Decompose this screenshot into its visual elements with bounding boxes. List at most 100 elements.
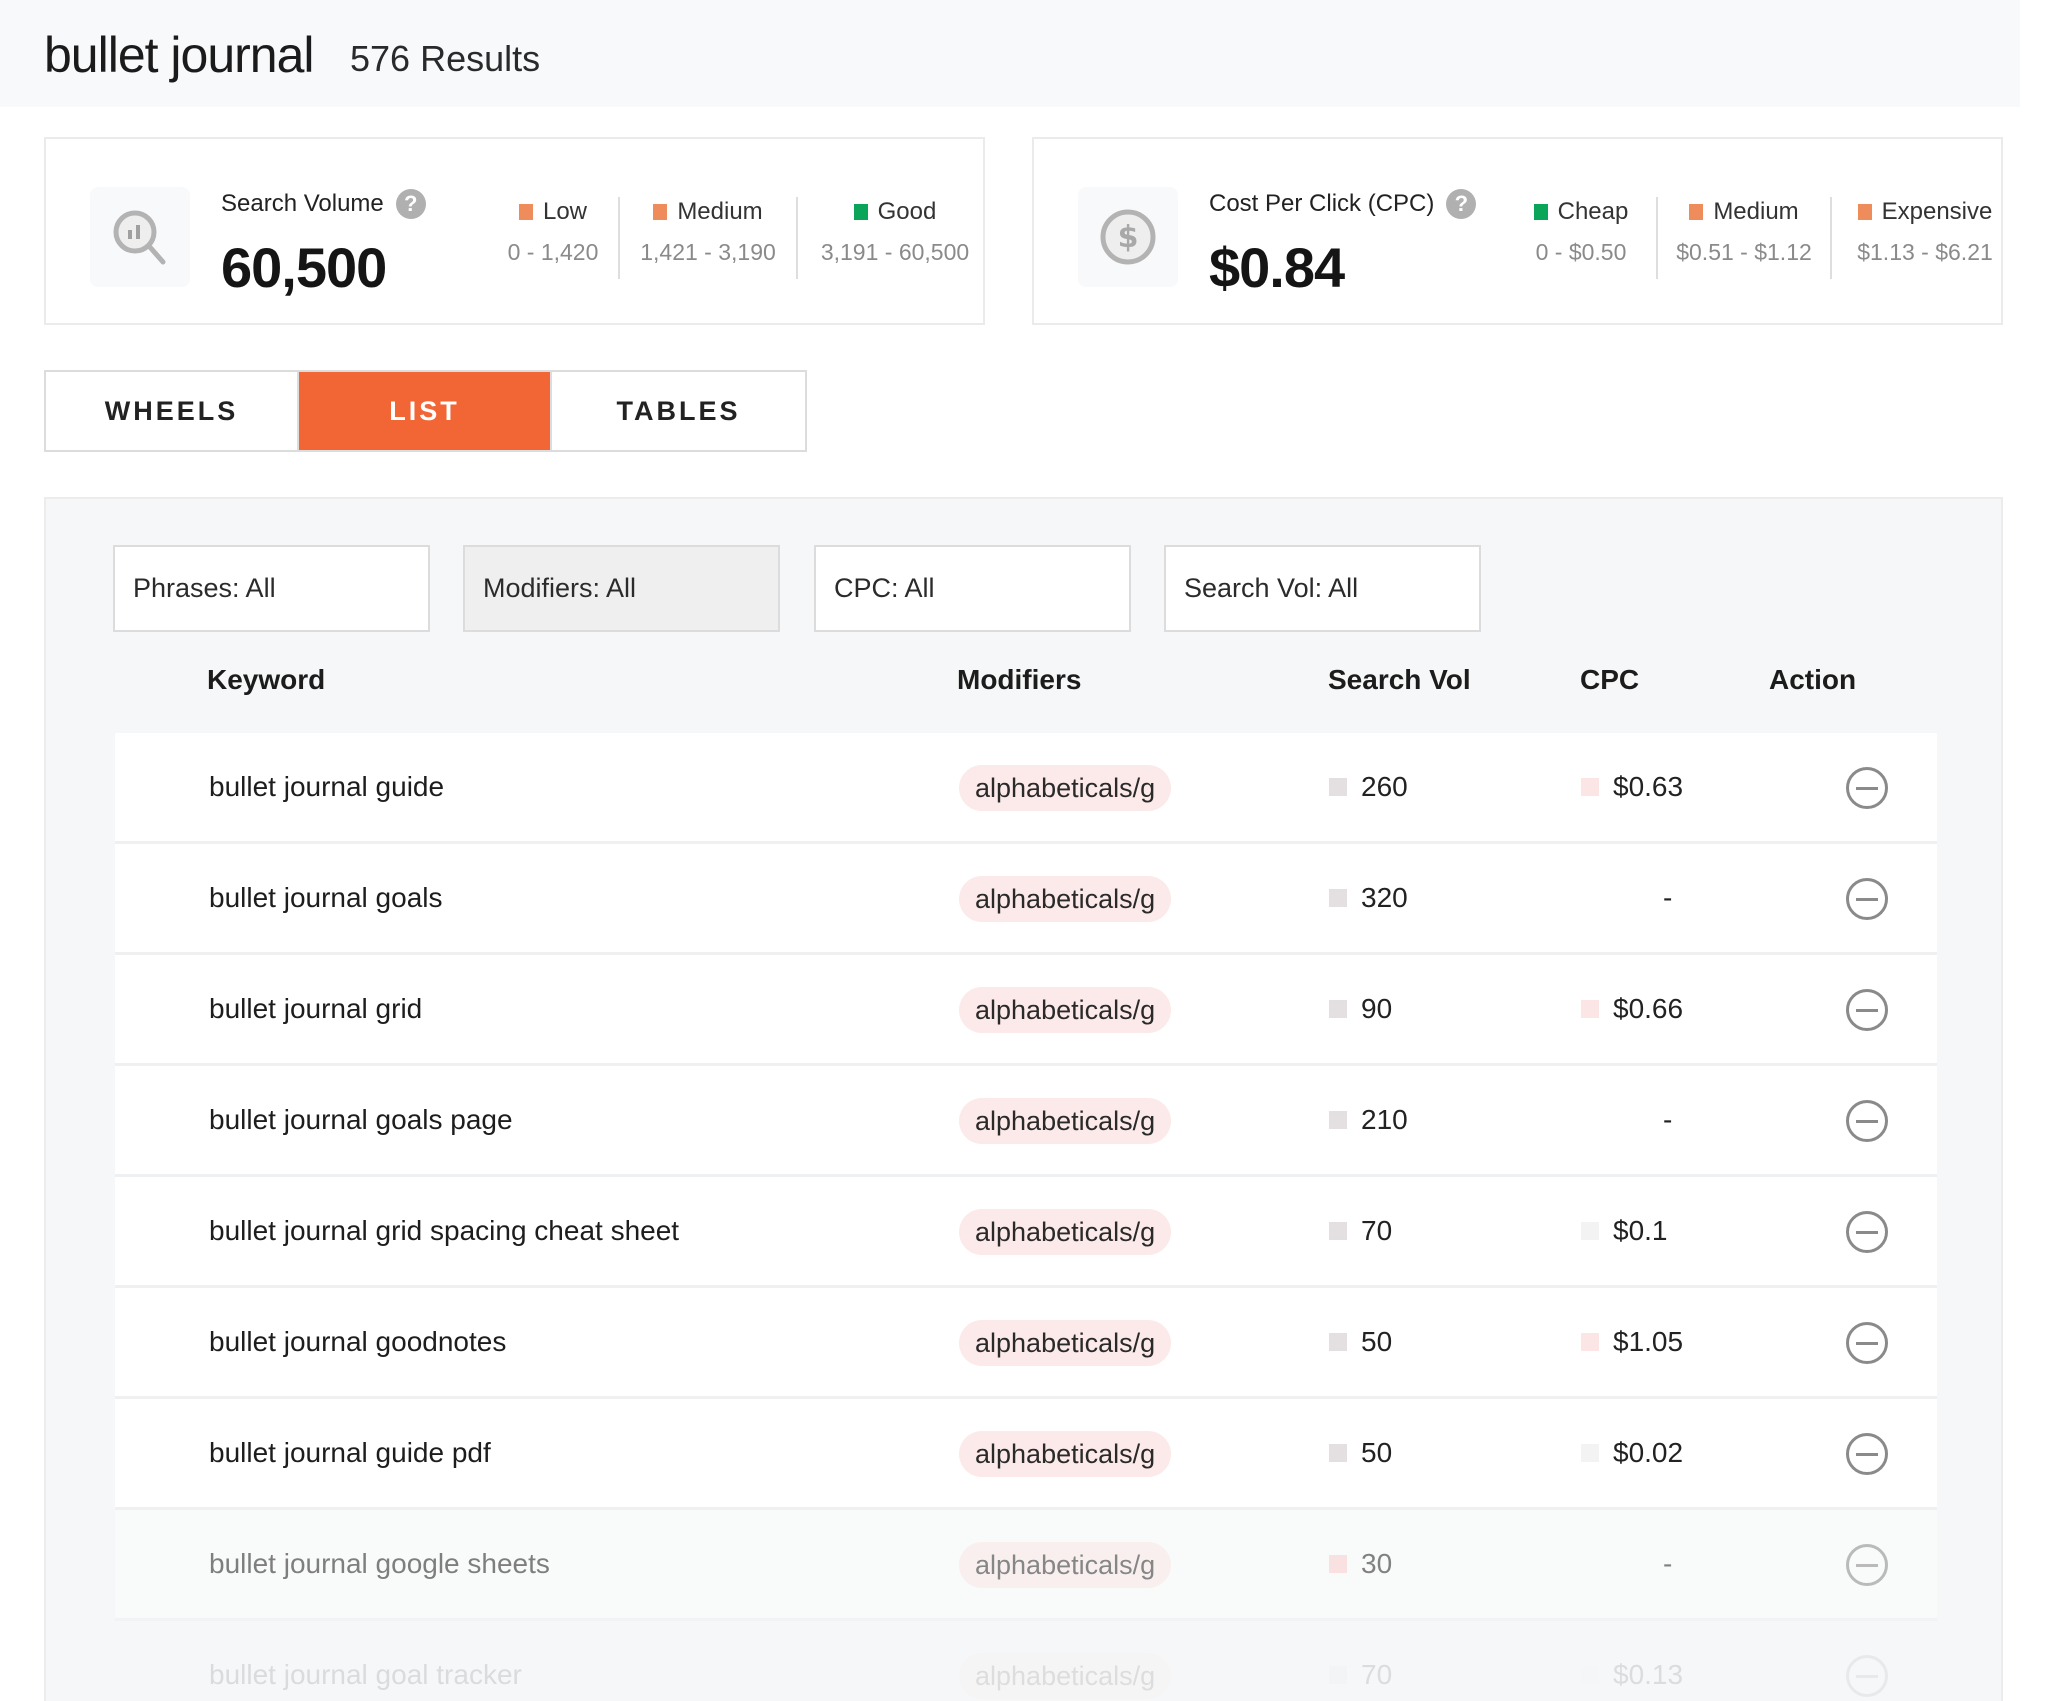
- volume-swatch-icon: [1329, 1000, 1347, 1018]
- legend-medium: Medium $0.51 - $1.12: [1656, 197, 1830, 279]
- keyword-list: bullet journal guide alphabeticals/g 260…: [115, 733, 1937, 1701]
- remove-icon[interactable]: [1846, 989, 1888, 1031]
- cpc-cell: $1.05: [1581, 1326, 1683, 1358]
- modifier-tag: alphabeticals/g: [959, 1653, 1172, 1699]
- keyword-cell: bullet journal guide pdf: [209, 1437, 491, 1468]
- legend-medium: Medium 1,421 - 3,190: [618, 197, 796, 279]
- volume-swatch-icon: [1329, 1666, 1347, 1684]
- legend-expensive: Expensive $1.13 - $6.21: [1830, 197, 2018, 279]
- table-row: bullet journal goals page alphabeticals/…: [115, 1066, 1937, 1177]
- view-tabs: WHEELS LIST TABLES: [44, 370, 807, 452]
- tab-wheels[interactable]: WHEELS: [46, 372, 299, 450]
- modifier-tag: alphabeticals/g: [959, 1431, 1172, 1477]
- column-cpc[interactable]: CPC: [1580, 664, 1640, 695]
- volume-cell: 260: [1329, 771, 1408, 803]
- cpc-cell: -: [1663, 882, 1673, 913]
- search-volume-card: Search Volume ? 60,500 Low 0 - 1,420 Med…: [44, 137, 985, 325]
- remove-icon[interactable]: [1846, 1544, 1888, 1586]
- cpc-value: $0.84: [1209, 236, 1345, 299]
- keyword-cell: bullet journal goodnotes: [209, 1326, 507, 1357]
- page-header: bullet journal 576 Results: [0, 0, 2020, 107]
- volume-cell: 320: [1329, 882, 1408, 914]
- table-header: Keyword Modifiers Search Vol CPC Action: [46, 664, 2001, 724]
- modifier-tag: alphabeticals/g: [959, 765, 1172, 811]
- svg-text:$: $: [1118, 220, 1139, 255]
- phrases-filter[interactable]: Phrases: All: [113, 545, 430, 632]
- volume-swatch-icon: [1329, 1555, 1347, 1573]
- volume-cell: 210: [1329, 1104, 1408, 1136]
- remove-icon[interactable]: [1846, 1211, 1888, 1253]
- modifier-tag: alphabeticals/g: [959, 1542, 1172, 1588]
- volume-cell: 30: [1329, 1548, 1392, 1580]
- medium-swatch-icon: [653, 204, 668, 220]
- volume-swatch-icon: [1329, 1444, 1347, 1462]
- column-search-vol[interactable]: Search Vol: [1328, 664, 1471, 695]
- keyword-cell: bullet journal grid spacing cheat sheet: [209, 1215, 680, 1246]
- modifier-tag: alphabeticals/g: [959, 1209, 1172, 1255]
- column-keyword[interactable]: Keyword: [207, 664, 326, 695]
- good-swatch-icon: [853, 204, 868, 220]
- volume-cell: 50: [1329, 1437, 1392, 1469]
- medium-swatch-icon: [1689, 204, 1704, 220]
- keyword-cell: bullet journal goal tracker: [209, 1659, 522, 1690]
- results-count: 576 Results: [350, 38, 541, 79]
- table-row: bullet journal guide pdf alphabeticals/g…: [115, 1399, 1937, 1510]
- low-swatch-icon: [518, 204, 533, 220]
- keyword-cell: bullet journal goals page: [209, 1104, 513, 1135]
- cpc-card: $ Cost Per Click (CPC) ? $0.84 Cheap 0 -…: [1032, 137, 2003, 325]
- cpc-cell: -: [1663, 1104, 1673, 1135]
- help-icon[interactable]: ?: [1446, 189, 1477, 219]
- table-row: bullet journal goals alphabeticals/g 320…: [115, 844, 1937, 955]
- legend-low: Low 0 - 1,420: [507, 198, 599, 265]
- remove-icon[interactable]: [1846, 1655, 1888, 1697]
- volume-cell: 70: [1329, 1659, 1392, 1691]
- column-modifiers[interactable]: Modifiers: [957, 664, 1082, 695]
- volume-cell: 90: [1329, 993, 1392, 1025]
- legend-cheap: Cheap 0 - $0.50: [1533, 198, 1629, 265]
- table-row: bullet journal grid alphabeticals/g 90 $…: [115, 955, 1937, 1066]
- results-panel: Phrases: All Modifiers: All CPC: All Sea…: [44, 497, 2003, 1701]
- volume-cell: 70: [1329, 1215, 1392, 1247]
- cpc-filter[interactable]: CPC: All: [814, 545, 1131, 632]
- dollar-coin-icon: $: [1078, 187, 1178, 287]
- help-icon[interactable]: ?: [395, 189, 426, 219]
- search-vol-filter[interactable]: Search Vol: All: [1164, 545, 1481, 632]
- cpc-label: Cost Per Click (CPC) ?: [1209, 189, 1477, 219]
- volume-swatch-icon: [1329, 889, 1347, 907]
- legend-good: Good 3,191 - 60,500: [796, 197, 992, 279]
- page-title: bullet journal: [44, 27, 315, 83]
- cpc-cell: -: [1663, 1548, 1673, 1579]
- cpc-legend: Cheap 0 - $0.50 Medium $0.51 - $1.12 Exp…: [1506, 197, 2018, 279]
- tab-tables[interactable]: TABLES: [616, 395, 741, 426]
- cpc-cell: $0.02: [1581, 1437, 1683, 1469]
- cpc-swatch-icon: [1581, 1333, 1599, 1351]
- keyword-cell: bullet journal goals: [209, 882, 443, 913]
- modifier-tag: alphabeticals/g: [959, 1320, 1172, 1366]
- remove-icon[interactable]: [1846, 1322, 1888, 1364]
- keyword-cell: bullet journal grid: [209, 993, 423, 1024]
- expensive-swatch-icon: [1857, 204, 1872, 220]
- search-volume-legend: Low 0 - 1,420 Medium 1,421 - 3,190 Good …: [488, 197, 992, 279]
- remove-icon[interactable]: [1846, 878, 1888, 920]
- cpc-swatch-icon: [1581, 1222, 1599, 1240]
- table-row: bullet journal goodnotes alphabeticals/g…: [115, 1288, 1937, 1399]
- volume-swatch-icon: [1329, 778, 1347, 796]
- cpc-cell: $0.63: [1581, 771, 1683, 803]
- table-row: bullet journal google sheets alphabetica…: [115, 1510, 1937, 1621]
- remove-icon[interactable]: [1846, 1433, 1888, 1475]
- modifiers-filter[interactable]: Modifiers: All: [463, 545, 780, 632]
- search-volume-value: 60,500: [221, 236, 387, 299]
- remove-icon[interactable]: [1846, 1100, 1888, 1142]
- cpc-cell: $0.66: [1581, 993, 1683, 1025]
- search-chart-icon: [90, 187, 190, 287]
- search-volume-label: Search Volume ?: [221, 189, 426, 219]
- modifier-tag: alphabeticals/g: [959, 987, 1172, 1033]
- volume-cell: 50: [1329, 1326, 1392, 1358]
- remove-icon[interactable]: [1846, 767, 1888, 809]
- cpc-swatch-icon: [1581, 1000, 1599, 1018]
- cheap-swatch-icon: [1533, 204, 1548, 220]
- cpc-swatch-icon: [1581, 1444, 1599, 1462]
- cpc-cell: $0.1: [1581, 1215, 1668, 1247]
- volume-swatch-icon: [1329, 1333, 1347, 1351]
- tab-list[interactable]: LIST: [299, 372, 552, 450]
